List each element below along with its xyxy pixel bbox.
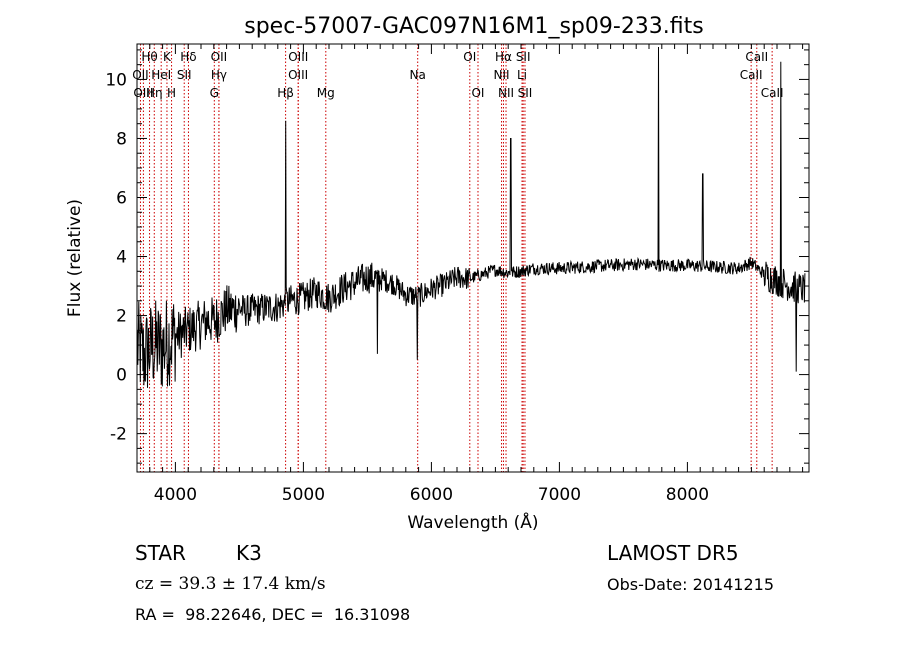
line-label-24: OI <box>471 86 484 100</box>
y-tick-label: 6 <box>116 188 127 208</box>
line-label-19: Hη <box>146 86 163 100</box>
line-label-14: Na <box>410 68 426 82</box>
object-class: STAR <box>135 541 186 565</box>
line-label-25: NII <box>498 86 514 100</box>
x-axis: 4000 5000 6000 7000 8000 <box>149 44 804 505</box>
spectrum-layer <box>136 46 806 388</box>
spectrum-line <box>136 46 806 388</box>
plot-frame <box>136 43 810 473</box>
line-label-3: OII <box>211 50 228 64</box>
line-markers <box>139 44 773 472</box>
line-label-12: Hγ <box>211 68 227 82</box>
line-label-1: K <box>163 50 172 64</box>
coordinates: RA = 98.22646, DEC = 16.31098 <box>135 605 411 624</box>
line-label-10: HeI <box>151 68 171 82</box>
line-label-20: H <box>167 86 176 100</box>
line-label-5: OI <box>463 50 476 64</box>
line-label-11: SII <box>177 68 192 82</box>
object-subclass: K3 <box>236 541 262 565</box>
line-label-9: OII <box>132 68 149 82</box>
redshift-cz: cz = 39.3 ± 17.4 km/s <box>135 574 326 594</box>
y-axis-label: Flux (relative) <box>65 199 85 317</box>
line-label-17: CaII <box>740 68 763 82</box>
line-label-27: CaII <box>761 86 784 100</box>
line-label-2: Hδ <box>180 50 196 64</box>
y-axis: -2 0 2 4 6 8 10 <box>105 49 809 464</box>
line-label-4: OIII <box>288 50 308 64</box>
observation-date: Obs-Date: 20141215 <box>607 575 775 594</box>
line-label-18: OIII <box>133 86 153 100</box>
y-tick-label: 2 <box>116 307 127 327</box>
x-tick-label: 6000 <box>410 485 453 505</box>
line-label-0: Hθ <box>141 50 157 64</box>
y-tick-label: 8 <box>116 129 127 149</box>
y-tick-label: -2 <box>110 425 127 445</box>
line-label-23: Mg <box>317 86 335 100</box>
x-tick-label: 8000 <box>666 485 709 505</box>
chart-title: spec-57007-GAC097N16M1_sp09-233.fits <box>244 14 704 39</box>
line-label-15: NII <box>494 68 510 82</box>
survey-name: LAMOST DR5 <box>607 541 739 565</box>
line-label-22: Hβ <box>277 86 294 100</box>
x-tick-label: 4000 <box>154 485 197 505</box>
y-tick-label: 4 <box>116 248 127 268</box>
line-label-7: SII <box>516 50 531 64</box>
x-axis-label: Wavelength (Å) <box>407 511 538 533</box>
line-label-8: CaII <box>745 50 768 64</box>
x-tick-label: 5000 <box>282 485 325 505</box>
x-tick-label: 7000 <box>538 485 581 505</box>
y-tick-label: 0 <box>116 366 127 386</box>
line-label-21: G <box>210 86 219 100</box>
line-label-26: SII <box>518 86 533 100</box>
line-label-13: OIII <box>288 68 308 82</box>
line-label-6: Hα <box>495 50 512 64</box>
line-label-16: Li <box>517 68 527 82</box>
y-tick-label: 10 <box>105 70 127 90</box>
